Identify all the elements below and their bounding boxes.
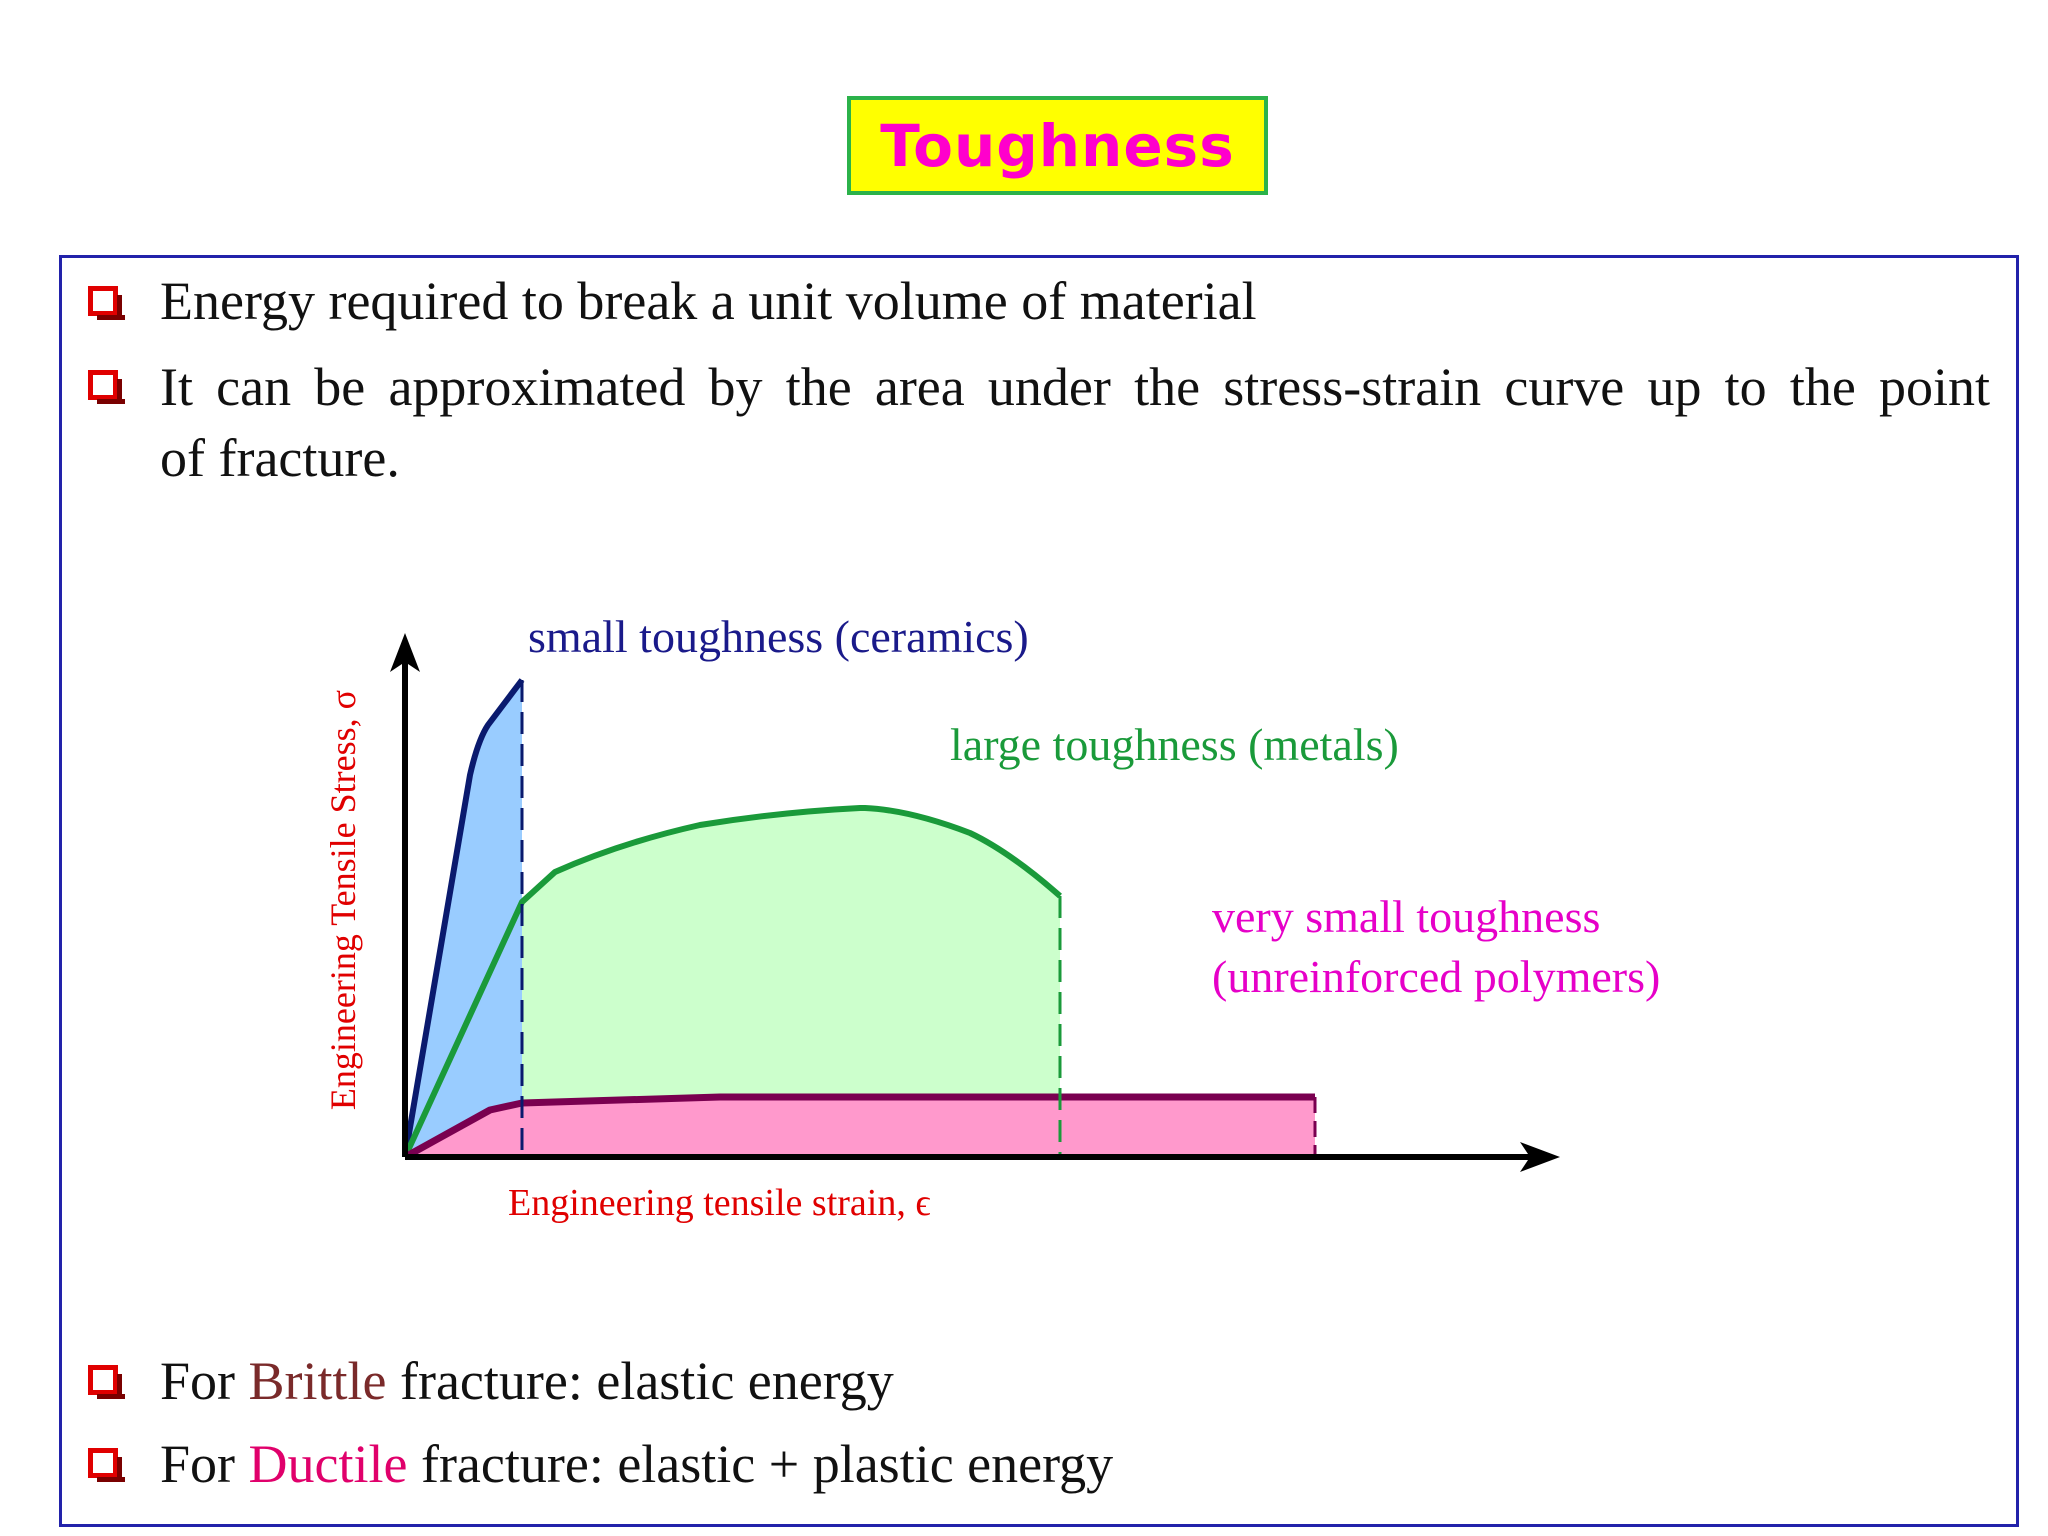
bullet-brittle: For Brittle fracture: elastic energy — [160, 1346, 894, 1417]
ceramics-label: small toughness (ceramics) — [528, 611, 1029, 662]
bullet-energy: Energy required to break a unit volume o… — [160, 271, 1257, 331]
bullet-ductile: For Ductile fracture: elastic + plastic … — [160, 1429, 1113, 1500]
bullet-brittle-prefix: For — [160, 1351, 249, 1411]
y-axis-label: Engineering Tensile Stress, σ — [323, 690, 363, 1110]
bullet-area-line2: of fracture. — [160, 428, 400, 488]
polymers-area — [405, 1097, 1315, 1157]
metals-curve — [402, 805, 1062, 1159]
ceramics-curve — [402, 678, 525, 1158]
brittle-highlight: Brittle — [248, 1351, 387, 1411]
ceramics-area — [405, 680, 522, 1157]
page-title: Toughness — [880, 111, 1235, 180]
bullet-checkbox-icon — [88, 1448, 125, 1482]
metals-area — [405, 808, 1060, 1157]
bullet-checkbox-icon — [88, 1365, 125, 1399]
polymers-label-line1: very small toughness — [1212, 891, 1600, 942]
polymers-label-line2: (unreinforced polymers) — [1212, 951, 1660, 1002]
bullet-brittle-suffix: fracture: elastic energy — [386, 1351, 894, 1411]
x-axis-arrow-icon — [1520, 1142, 1560, 1172]
metals-label: large toughness (metals) — [950, 719, 1399, 770]
ductile-highlight: Ductile — [248, 1434, 408, 1494]
bullet-ductile-suffix: fracture: elastic + plastic energy — [407, 1434, 1114, 1494]
bullet-ductile-prefix: For — [160, 1434, 249, 1494]
bullet-area-line1: It can be approximated by the area under… — [160, 357, 1990, 417]
bullet-checkbox-icon — [88, 370, 125, 404]
x-axis-label: Engineering tensile strain, ϵ — [508, 1182, 931, 1224]
y-axis-arrow-icon — [390, 633, 420, 672]
title-box: Toughness — [847, 96, 1268, 195]
bullet-checkbox-icon — [88, 286, 125, 320]
content-frame — [59, 255, 2019, 1527]
